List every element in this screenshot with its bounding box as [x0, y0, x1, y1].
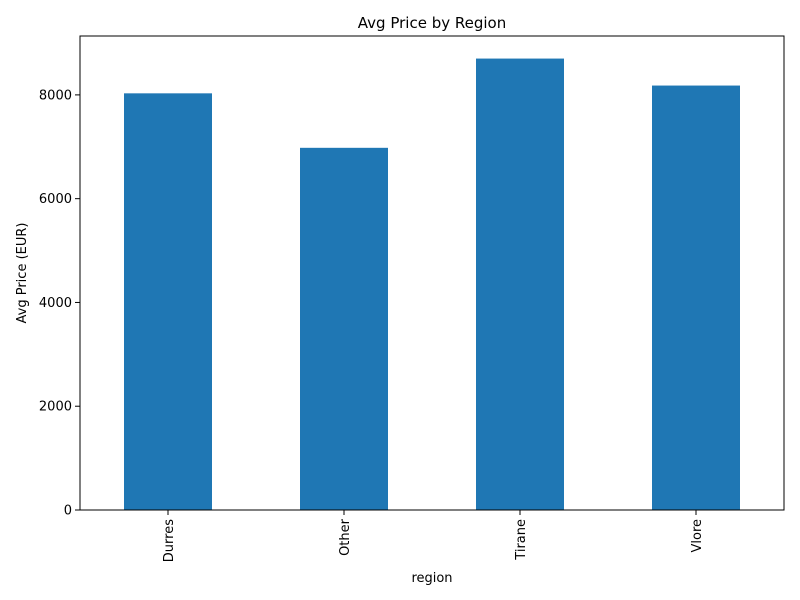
plot-frame [79, 35, 785, 511]
x-tick-label: Tirane [514, 519, 529, 561]
y-tick-label: 8000 [39, 88, 72, 103]
x-tick-label: Other [338, 518, 353, 556]
chart-title: Avg Price by Region [358, 14, 506, 32]
y-tick-label: 2000 [39, 400, 72, 415]
bar-durres [124, 93, 212, 511]
y-tick-label: 6000 [39, 192, 72, 207]
bar-other [300, 147, 388, 510]
bars-layer [124, 58, 740, 511]
x-axis-label: region [411, 571, 452, 586]
bar-vlore [652, 85, 740, 510]
y-tick-label: 0 [64, 504, 72, 519]
bar-tirane [476, 58, 564, 510]
y-axis-ticks: 0 2000 4000 6000 8000 [39, 88, 80, 519]
y-axis-label: Avg Price (EUR) [15, 223, 30, 324]
y-tick-label: 4000 [39, 296, 72, 311]
x-tick-label: Vlore [690, 519, 705, 553]
x-axis-ticks: Durres Other Tirane Vlore [162, 510, 705, 562]
x-tick-label: Durres [162, 519, 177, 562]
